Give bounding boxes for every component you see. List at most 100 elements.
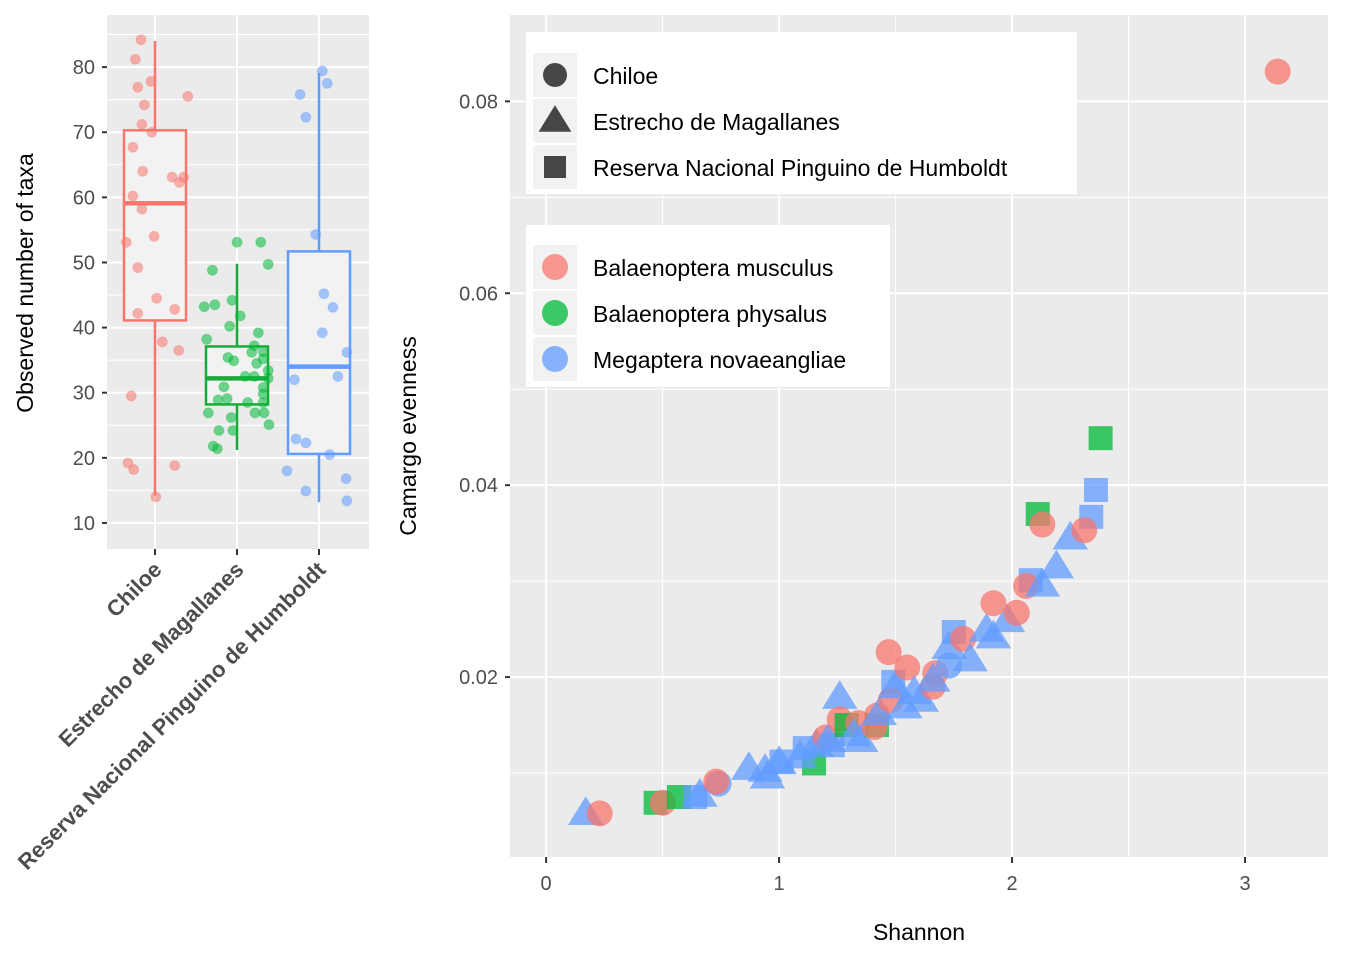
- jitter-point: [249, 407, 261, 419]
- y-tick-label: 0.06: [459, 283, 498, 305]
- legend-label: Balaenoptera physalus: [593, 301, 827, 327]
- jitter-point: [213, 424, 225, 436]
- legend-circle-icon: [542, 254, 568, 280]
- y-tick-label: 0.02: [459, 667, 498, 689]
- legend-label: Megaptera novaeangliae: [593, 347, 846, 373]
- y-tick-label: 10: [73, 513, 95, 535]
- jitter-point: [246, 346, 258, 358]
- jitter-point: [173, 344, 185, 356]
- jitter-point: [257, 388, 269, 400]
- box: [122, 129, 188, 322]
- jitter-point: [127, 141, 139, 153]
- y-tick-label: 60: [73, 187, 95, 209]
- jitter-point: [226, 294, 238, 306]
- jitter-point: [169, 303, 181, 315]
- jitter-point: [228, 355, 240, 367]
- scatter-point-circle: [1071, 517, 1098, 544]
- jitter-point: [324, 449, 336, 461]
- jitter-point: [316, 65, 328, 77]
- jitter-point: [129, 53, 141, 65]
- jitter-point: [122, 457, 134, 469]
- jitter-point: [148, 230, 160, 242]
- y-tick-label: 80: [73, 57, 95, 79]
- scatter-point-triangle: [682, 778, 718, 807]
- jitter-point: [310, 228, 322, 240]
- legend-circle-icon: [542, 300, 568, 326]
- jitter-point: [252, 327, 264, 339]
- jitter-point: [206, 264, 218, 276]
- jitter-point: [145, 75, 157, 87]
- jitter-point: [127, 190, 139, 202]
- jitter-point: [125, 390, 137, 402]
- y-axis-title: Observed number of taxa: [12, 153, 38, 413]
- jitter-point: [258, 407, 270, 419]
- jitter-point: [300, 437, 312, 449]
- legend-shape: Chiloe Estrecho de Magallanes Reserva Naci…: [526, 32, 1077, 194]
- jitter-point: [257, 353, 269, 365]
- y-tick-label: 20: [73, 448, 95, 470]
- jitter-point: [248, 370, 260, 382]
- jitter-point: [201, 333, 213, 345]
- y-axis-title: Camargo evenness: [395, 336, 421, 535]
- jitter-point: [137, 165, 149, 177]
- y-tick-label: 40: [73, 318, 95, 340]
- scatter-point-triangle: [842, 723, 879, 753]
- jitter-point: [318, 288, 330, 300]
- scatter-point-triangle: [821, 680, 858, 709]
- x-tick-label: 0: [541, 873, 552, 895]
- jitter-point: [332, 370, 344, 382]
- y-tick-label: 0.04: [459, 475, 498, 497]
- jitter-point: [156, 336, 168, 348]
- jitter-point: [321, 77, 333, 89]
- legend-square-icon: [544, 156, 566, 178]
- scatter-point-circle: [936, 652, 963, 679]
- scatter-point-circle: [586, 800, 613, 827]
- jitter-point: [132, 262, 144, 274]
- legend-circle-icon: [543, 63, 567, 87]
- jitter-point: [341, 495, 353, 507]
- jitter-point: [294, 88, 306, 100]
- scatter-point-circle: [875, 639, 902, 666]
- jitter-point: [300, 111, 312, 123]
- jitter-point: [224, 320, 236, 332]
- jitter-point: [316, 327, 328, 339]
- scatter-point-triangle: [903, 683, 939, 712]
- x-tick-label: 3: [1239, 873, 1250, 895]
- jitter-point: [166, 171, 178, 183]
- x-tick-label: 1: [774, 873, 785, 895]
- jitter-point: [221, 393, 233, 405]
- y-tick-label: 0.08: [459, 91, 498, 113]
- scatter-point-circle: [1003, 599, 1030, 626]
- scatter-point-circle: [1264, 58, 1291, 85]
- jitter-point: [242, 396, 254, 408]
- jitter-point: [209, 299, 221, 311]
- scatter-point-triangle: [749, 759, 786, 789]
- jitter-point: [288, 374, 300, 386]
- y-tick-label: 70: [73, 122, 95, 144]
- jitter-point: [218, 381, 230, 393]
- jitter-point: [120, 236, 132, 248]
- scatter-point-triangle: [975, 619, 1012, 649]
- jitter-point: [198, 301, 210, 313]
- jitter-point: [135, 34, 147, 46]
- jitter-point: [151, 292, 163, 304]
- scatter-panel: 0 1 2 3 0.02 0.04 0.06 0.08 Chiloe Estrecho de Ma…: [395, 15, 1328, 945]
- jitter-point: [132, 81, 144, 93]
- jitter-point: [202, 407, 214, 419]
- legend-circle-icon: [542, 346, 568, 372]
- scatter-point-triangle: [915, 662, 951, 692]
- x-tick-label: Reserva Nacional Pinguino de Humboldt: [13, 556, 331, 874]
- jitter-point: [136, 203, 148, 215]
- legend-background: [526, 32, 1077, 194]
- legend-color: Balaenoptera musculus Balaenoptera physal…: [526, 225, 890, 387]
- jitter-point: [150, 491, 162, 503]
- legend-label: Balaenoptera musculus: [593, 255, 833, 281]
- jitter-point: [212, 394, 224, 406]
- jitter-point: [262, 258, 274, 270]
- box: [286, 250, 352, 456]
- legend-label: Estrecho de Magallanes: [593, 109, 840, 135]
- scatter-point-circle: [1029, 511, 1056, 538]
- jitter-point: [146, 126, 158, 138]
